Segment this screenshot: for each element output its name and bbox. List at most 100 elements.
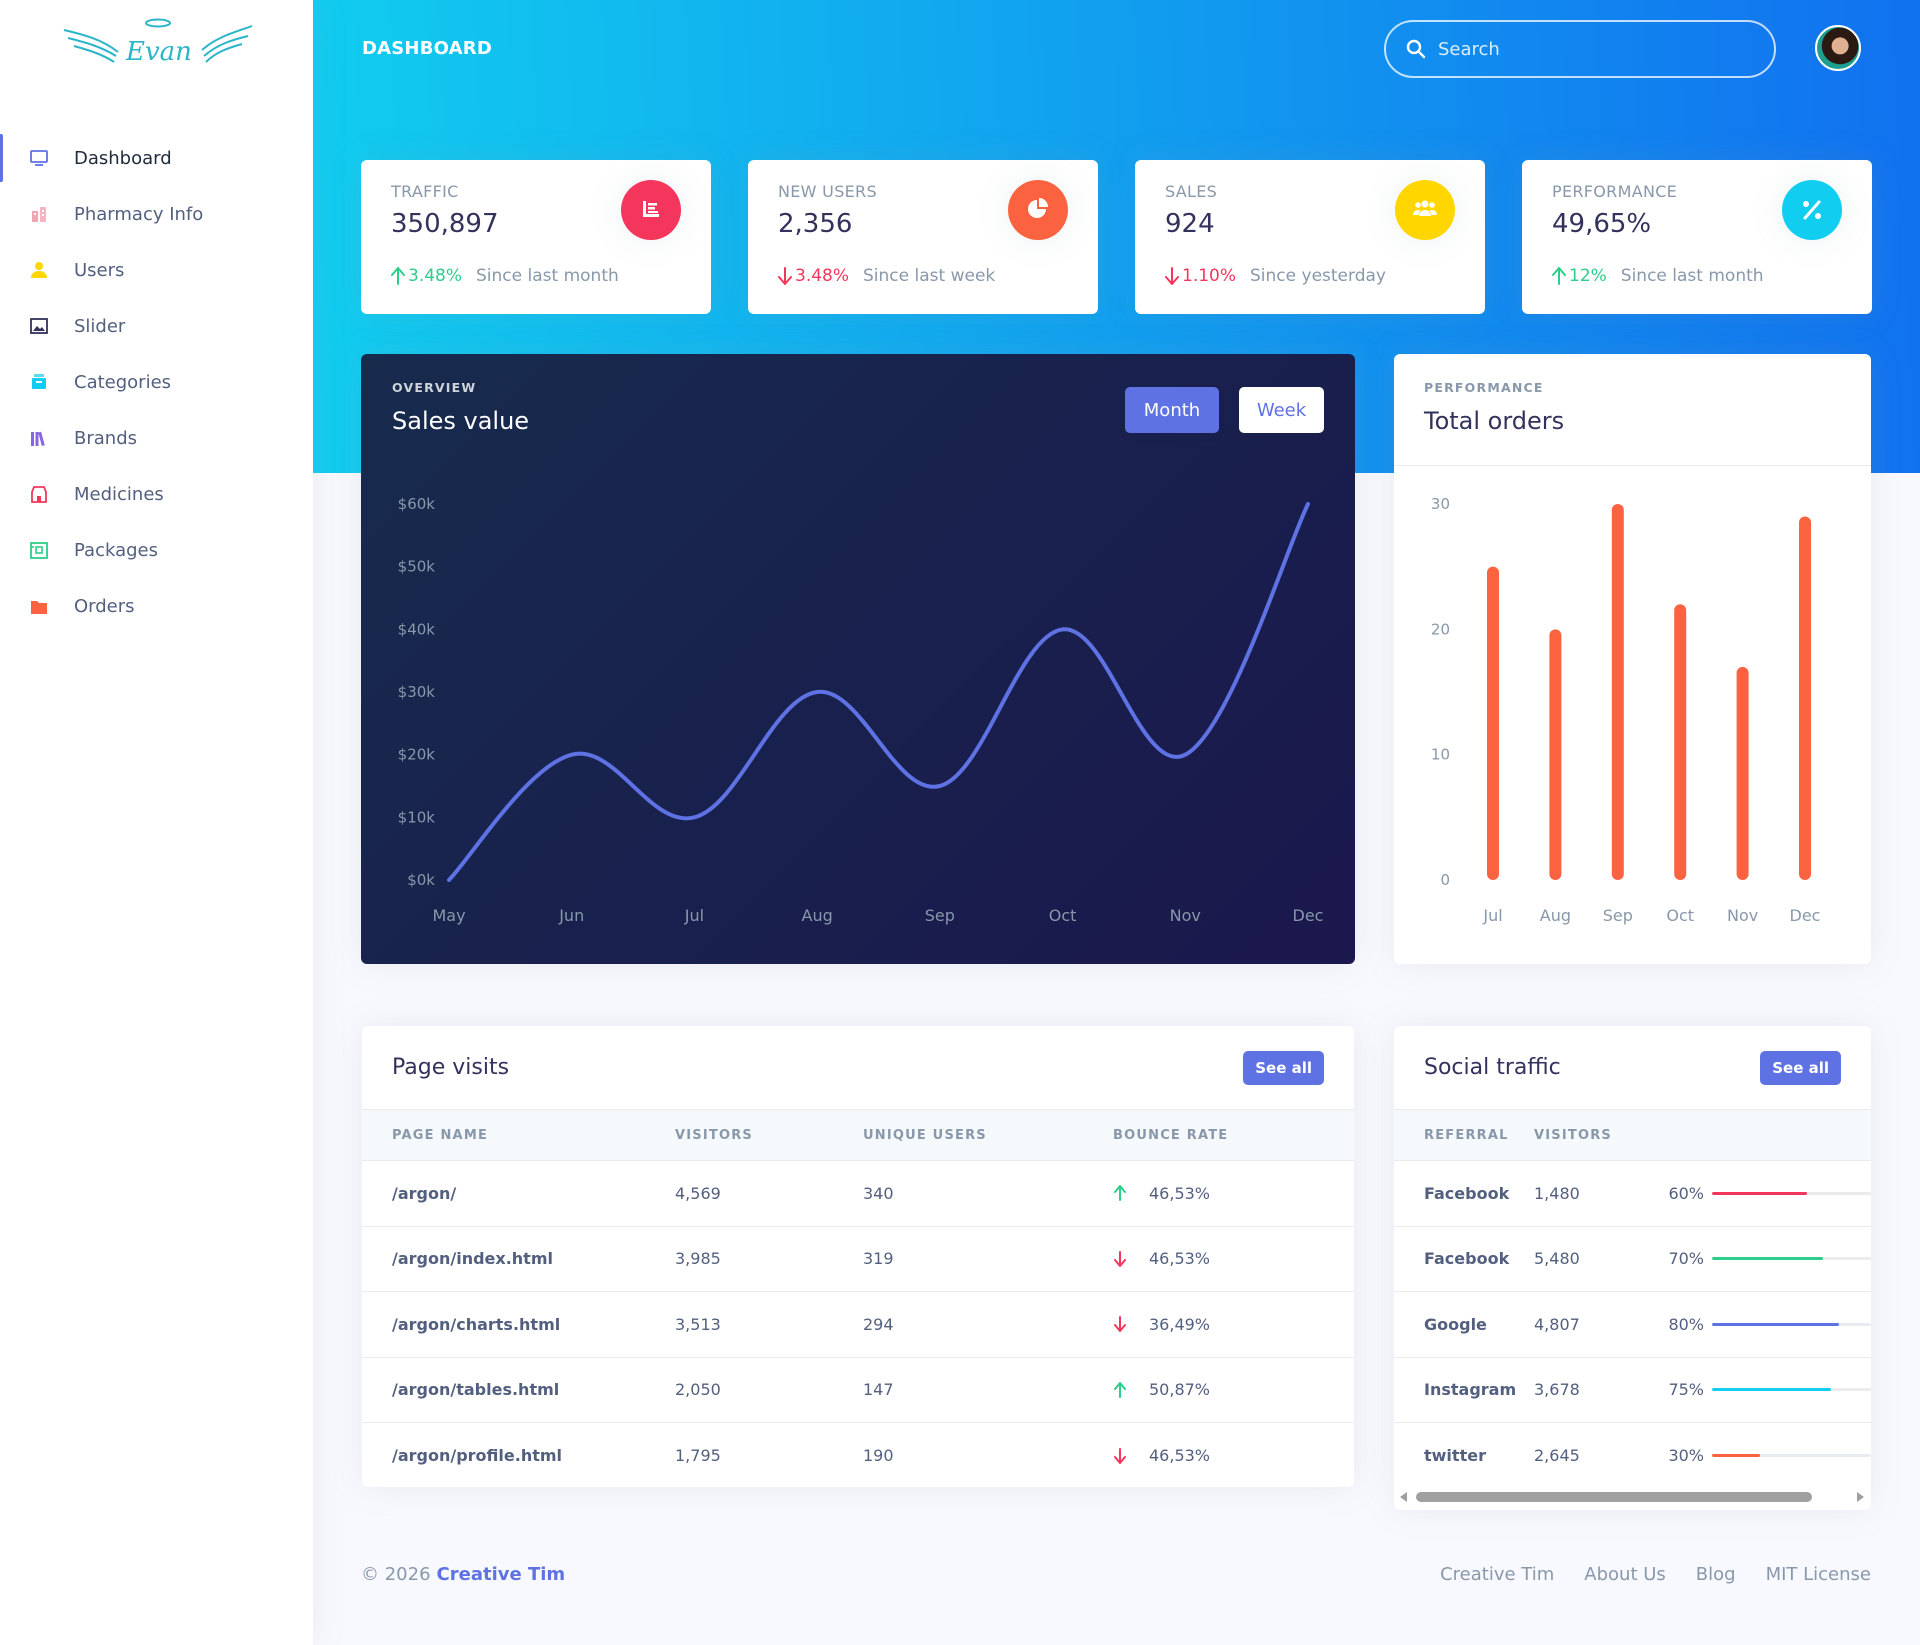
- image-icon: [28, 315, 50, 337]
- scroll-right-arrow[interactable]: [1857, 1492, 1864, 1502]
- card-title: Total orders: [1424, 407, 1565, 435]
- scroll-thumb[interactable]: [1416, 1492, 1812, 1502]
- social-traffic-card: Social traffic See all REFERRAL VISITORS…: [1394, 1026, 1871, 1510]
- bounce-rate: 46,53%: [1113, 1249, 1210, 1268]
- stat-card-new-users: NEW USERS 2,356 3.48% Since last week: [748, 160, 1098, 314]
- y-tick-label: $20k: [398, 746, 436, 764]
- unique-users: 340: [863, 1183, 894, 1203]
- scroll-left-arrow[interactable]: [1400, 1492, 1407, 1502]
- monitor-icon: [28, 147, 50, 169]
- referral[interactable]: Google: [1424, 1314, 1487, 1334]
- sidebar-item-slider[interactable]: Slider: [0, 298, 313, 354]
- progress-fill: [1712, 1257, 1824, 1261]
- bar: [1487, 566, 1499, 880]
- page-name[interactable]: /argon/: [392, 1183, 457, 1203]
- percent: 60%: [1668, 1183, 1704, 1203]
- page-name[interactable]: /argon/profile.html: [392, 1446, 563, 1466]
- sidebar-item-label: Pharmacy Info: [74, 203, 204, 225]
- arrow-down-icon: [778, 267, 792, 285]
- card-overline: OVERVIEW: [392, 380, 477, 395]
- x-tick-label: Jul: [1482, 906, 1502, 925]
- chart-bar-icon: [621, 180, 681, 240]
- stat-change: 12%: [1552, 266, 1607, 286]
- sidebar-item-packages[interactable]: Packages: [0, 522, 313, 578]
- referral[interactable]: twitter: [1424, 1446, 1486, 1466]
- card-title: Sales value: [392, 407, 530, 435]
- sidebar-item-dashboard[interactable]: Dashboard: [0, 130, 313, 186]
- progress-bar: [1712, 1454, 1871, 1458]
- sidebar-item-orders[interactable]: Orders: [0, 578, 313, 634]
- sidebar-item-pharmacy-info[interactable]: Pharmacy Info: [0, 186, 313, 242]
- month-button[interactable]: Month: [1125, 387, 1219, 433]
- page-name[interactable]: /argon/index.html: [392, 1249, 553, 1269]
- sales-line-chart: $0k $10k $20k $30k $40k $50k $60k May Jun Jul Aug S…: [398, 495, 1324, 925]
- bounce-rate: 36,49%: [1113, 1315, 1210, 1334]
- brand-logo[interactable]: Evan: [60, 16, 256, 76]
- referral[interactable]: Facebook: [1424, 1249, 1510, 1269]
- company-link[interactable]: Creative Tim: [436, 1564, 566, 1585]
- books-icon: [28, 427, 50, 449]
- sidebar-item-label: Medicines: [74, 483, 164, 505]
- stat-since: Since last month: [476, 266, 619, 286]
- footer-link-creative-tim[interactable]: Creative Tim: [1440, 1564, 1555, 1585]
- x-tick-label: Dec: [1293, 906, 1324, 925]
- arrow-up-icon: [1113, 1185, 1127, 1202]
- percent-icon: [1782, 180, 1842, 240]
- sales-line: [447, 502, 1310, 882]
- stat-footer: 3.48% Since last month: [391, 266, 619, 286]
- progress-fill: [1712, 1191, 1808, 1195]
- page-title: DASHBOARD: [362, 38, 492, 59]
- bounce-value: 36,49%: [1149, 1314, 1211, 1334]
- sidebar-item-categories[interactable]: Categories: [0, 354, 313, 410]
- sales-value-card: OVERVIEW Sales value Month Week $0k $10k $…: [361, 354, 1355, 964]
- table-row: Facebook 1,480 60%: [1394, 1161, 1871, 1227]
- y-tick-label: $0k: [407, 871, 435, 889]
- footer-link-mit-license[interactable]: MIT License: [1765, 1564, 1871, 1585]
- sidebar-item-label: Users: [74, 259, 125, 281]
- y-tick-label: 10: [1431, 746, 1450, 764]
- footer-copyright: © 2026 Creative Tim: [361, 1564, 565, 1585]
- visitors: 2,050: [675, 1380, 721, 1400]
- store-icon: [28, 483, 50, 505]
- y-tick-label: $50k: [398, 558, 436, 576]
- bar: [1736, 666, 1749, 880]
- table-row: /argon/index.html 3,985 319 46,53%: [362, 1227, 1354, 1292]
- referral[interactable]: Instagram: [1424, 1380, 1517, 1400]
- visitors: 3,985: [675, 1249, 721, 1269]
- search-icon: [1406, 39, 1426, 59]
- stat-since: Since last month: [1620, 266, 1764, 286]
- percent: 80%: [1668, 1314, 1704, 1334]
- column-header: VISITORS: [1534, 1127, 1612, 1143]
- sidebar-item-medicines[interactable]: Medicines: [0, 466, 313, 522]
- package-icon: [28, 539, 50, 561]
- week-button[interactable]: Week: [1239, 387, 1324, 433]
- horizontal-scrollbar[interactable]: [1396, 1490, 1870, 1504]
- stat-title: SALES: [1165, 182, 1218, 201]
- sidebar-item-brands[interactable]: Brands: [0, 410, 313, 466]
- sidebar-item-label: Slider: [74, 315, 126, 337]
- sidebar-item-users[interactable]: Users: [0, 242, 313, 298]
- x-tick-label: Nov: [1727, 906, 1758, 925]
- stat-card-performance: PERFORMANCE 49,65% 12% Since last month: [1522, 160, 1872, 314]
- x-tick-label: May: [432, 906, 465, 925]
- table-row: /argon/charts.html 3,513 294 36,49%: [362, 1292, 1354, 1358]
- see-all-button[interactable]: See all: [1243, 1050, 1324, 1085]
- card-overline: PERFORMANCE: [1424, 380, 1544, 395]
- search-box[interactable]: [1384, 20, 1776, 78]
- column-header: UNIQUE USERS: [863, 1127, 987, 1143]
- bounce-value: 50,87%: [1149, 1380, 1211, 1400]
- table-header: PAGE NAME VISITORS UNIQUE USERS BOUNCE R…: [362, 1110, 1354, 1161]
- referral[interactable]: Facebook: [1424, 1183, 1510, 1203]
- visitors: 3,513: [675, 1314, 721, 1334]
- footer-link-about-us[interactable]: About Us: [1584, 1564, 1666, 1585]
- arrow-down-icon: [1165, 267, 1179, 285]
- page-name[interactable]: /argon/tables.html: [392, 1380, 560, 1400]
- avatar[interactable]: [1815, 25, 1861, 71]
- stat-card-sales: SALES 924 1.10% Since yesterday: [1135, 160, 1485, 314]
- x-tick-label: Nov: [1170, 906, 1201, 925]
- search-input[interactable]: [1438, 38, 1738, 60]
- x-tick-label: Aug: [802, 906, 833, 925]
- page-name[interactable]: /argon/charts.html: [392, 1314, 561, 1334]
- footer-link-blog[interactable]: Blog: [1695, 1564, 1736, 1585]
- see-all-button[interactable]: See all: [1760, 1050, 1841, 1085]
